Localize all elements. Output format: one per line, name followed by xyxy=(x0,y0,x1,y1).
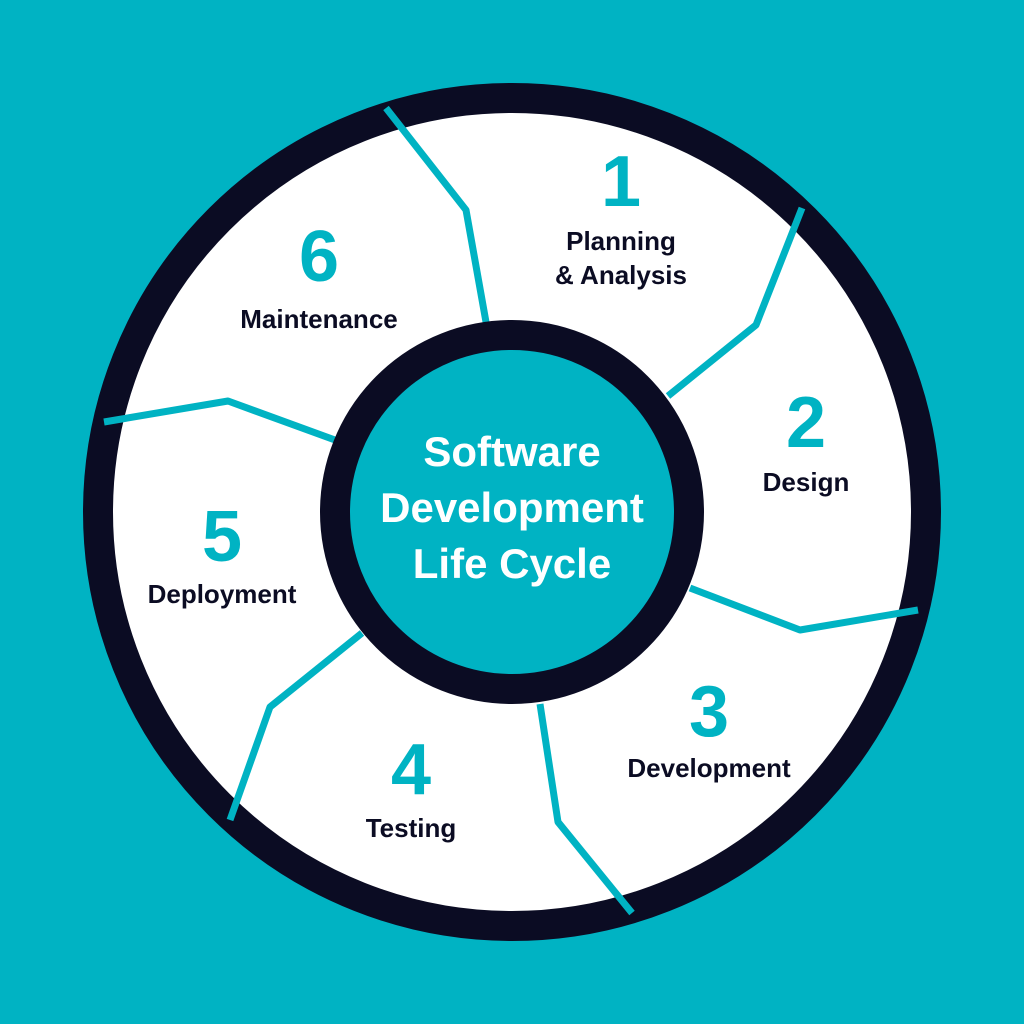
divider-2-3 xyxy=(688,584,919,634)
center-title-line-2: Development xyxy=(380,484,644,531)
divider-4-5 xyxy=(226,630,365,822)
stage-1-number: 1 xyxy=(600,142,642,222)
stage-2-label: Design xyxy=(762,467,850,497)
stage-5-number: 5 xyxy=(201,497,243,577)
stage-3-number: 3 xyxy=(688,672,730,752)
inner-ring xyxy=(320,320,704,704)
stage-6-label: Maintenance xyxy=(240,304,398,334)
stage-5-label: Deployment xyxy=(147,579,297,609)
stage-3-label: Development xyxy=(627,753,791,783)
stage-6-number: 6 xyxy=(298,217,340,297)
center-title-line-1: Software xyxy=(423,428,601,475)
stage-1-label-line-1: Planning xyxy=(566,226,676,256)
divider-3-4 xyxy=(536,703,635,916)
stage-4-number: 4 xyxy=(390,730,432,810)
divider-1-2 xyxy=(665,206,806,399)
stage-4-label: Testing xyxy=(365,813,457,843)
center-title: Software Development Life Cycle xyxy=(342,424,682,592)
center-title-line-3: Life Cycle xyxy=(412,540,612,587)
stage-2-number: 2 xyxy=(785,383,827,463)
stage-1-label-line-2: & Analysis xyxy=(555,260,687,290)
divider-6-1 xyxy=(383,105,490,323)
stage-1-label: Planning & Analysis xyxy=(555,224,687,292)
divider-5-6 xyxy=(103,397,337,444)
